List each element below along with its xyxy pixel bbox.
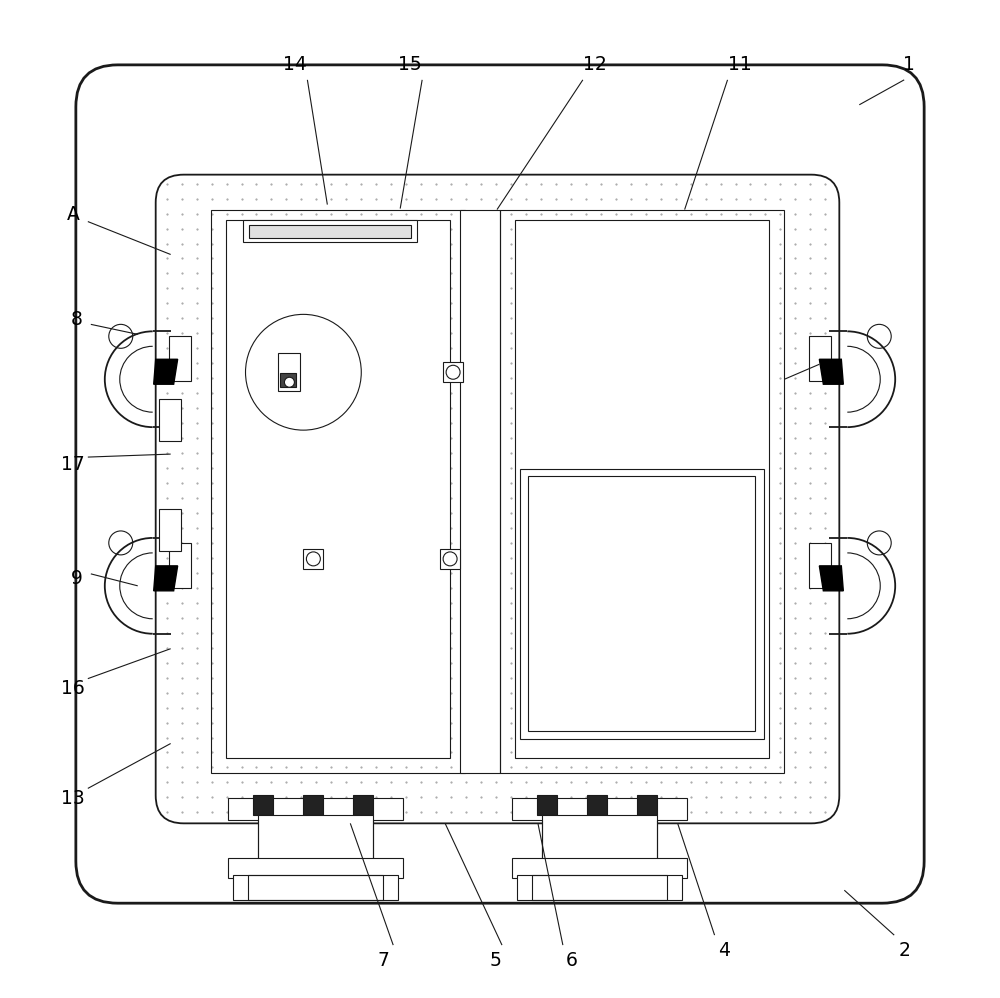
Bar	[253, 795, 273, 815]
Polygon shape	[819, 359, 843, 384]
Bar	[587, 795, 607, 815]
Text: 4: 4	[719, 940, 731, 960]
Circle shape	[284, 377, 294, 387]
Text: 16: 16	[61, 679, 85, 699]
Bar	[249, 225, 411, 238]
Text: 7: 7	[377, 950, 389, 970]
Bar	[517, 875, 682, 900]
Bar	[159, 399, 181, 441]
Bar	[226, 220, 450, 758]
Polygon shape	[154, 566, 178, 591]
Text: 12: 12	[583, 55, 607, 75]
Bar	[515, 220, 769, 758]
Bar	[258, 815, 373, 863]
Text: 11: 11	[728, 55, 751, 75]
Bar	[512, 798, 687, 820]
Bar	[248, 875, 383, 900]
Text: 13: 13	[61, 788, 85, 808]
Bar	[532, 875, 667, 900]
Bar	[443, 362, 463, 382]
Bar	[460, 210, 500, 773]
Bar	[211, 210, 465, 773]
Bar	[233, 875, 398, 900]
Bar	[169, 336, 191, 381]
Bar	[809, 543, 831, 588]
Text: 15: 15	[398, 55, 422, 75]
Bar	[542, 815, 657, 863]
Bar	[440, 549, 460, 569]
Text: 3: 3	[828, 359, 840, 379]
Text: 14: 14	[283, 55, 307, 75]
Bar	[512, 858, 687, 878]
Text: 2: 2	[898, 940, 910, 960]
Text: 8: 8	[71, 309, 83, 329]
Bar	[528, 476, 755, 731]
Text: 9: 9	[71, 569, 83, 589]
Bar	[537, 795, 557, 815]
Bar	[278, 353, 300, 391]
Bar	[159, 509, 181, 551]
Bar	[280, 373, 296, 387]
Polygon shape	[819, 566, 843, 591]
Bar	[169, 543, 191, 588]
Bar	[637, 795, 657, 815]
Polygon shape	[154, 359, 178, 384]
Bar	[303, 549, 323, 569]
Bar	[243, 220, 417, 242]
Text: 5: 5	[489, 950, 501, 970]
Bar	[809, 336, 831, 381]
Bar	[353, 795, 373, 815]
Bar	[500, 210, 784, 773]
Text: 1: 1	[903, 55, 915, 75]
Bar	[520, 469, 764, 739]
Text: A: A	[66, 205, 79, 225]
Text: 6: 6	[566, 950, 578, 970]
Bar	[303, 795, 323, 815]
Bar	[228, 798, 403, 820]
Bar	[228, 858, 403, 878]
Text: 17: 17	[61, 454, 85, 474]
